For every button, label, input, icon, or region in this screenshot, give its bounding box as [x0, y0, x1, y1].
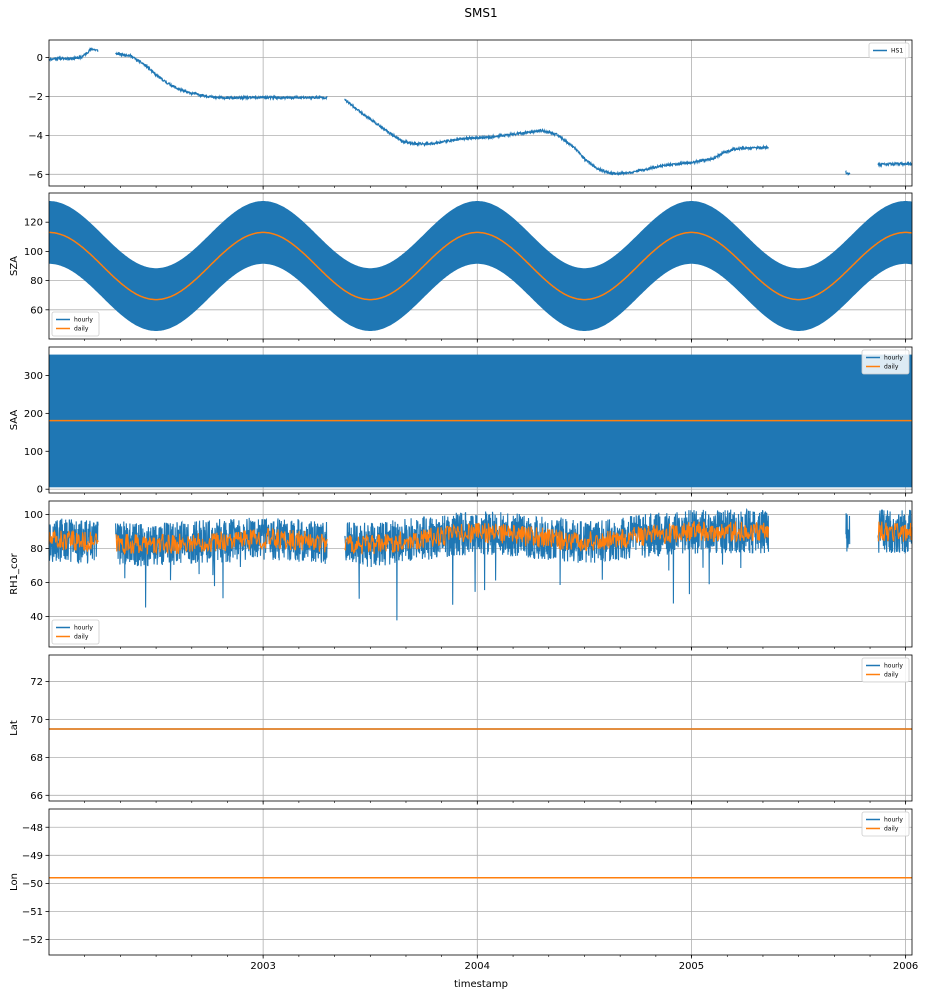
axes-frame	[48, 500, 913, 648]
legend-box	[51, 619, 100, 645]
y-tick-label: 68	[30, 753, 43, 764]
axes-frame	[48, 192, 913, 340]
y-tick-label: 72	[30, 677, 43, 688]
y-tick-label: 70	[30, 715, 43, 726]
y-tick-label: 100	[24, 247, 43, 258]
y-tick-label: 66	[30, 791, 43, 802]
y-tick-label: −49	[22, 851, 43, 862]
series-band-hourly	[49, 201, 912, 331]
legend: hourly daily	[861, 657, 910, 683]
series-line-hourly	[48, 508, 913, 621]
x-tick-label: 2005	[679, 961, 704, 972]
y-tick-label: 120	[24, 218, 43, 229]
legend: hourly daily	[51, 619, 100, 645]
legend: hourly daily	[861, 349, 910, 375]
legend-label-hourly: hourly	[884, 355, 903, 362]
legend: hourly daily	[861, 811, 910, 837]
y-axis-label: Lat	[9, 720, 20, 736]
legend-label-hourly: hourly	[884, 817, 903, 824]
y-tick-label: −48	[22, 823, 43, 834]
y-tick-label: −6	[28, 170, 43, 181]
legend: HS1	[868, 42, 910, 59]
subplot-6: −48 −49 −50 −51 −52 2003 2004 2005 2006 Lon hourly…	[9, 808, 918, 972]
legend-label-hourly: hourly	[884, 663, 903, 670]
series-line-daily	[49, 231, 913, 301]
subplots: 0 −2 −4 −6 HS1 60 80 100 120 SZA hourly daily 0 100 20…	[9, 39, 918, 972]
y-tick-label: 200	[24, 409, 43, 420]
legend-box	[861, 811, 910, 837]
y-tick-label: −2	[28, 92, 43, 103]
legend-label-daily: daily	[884, 826, 899, 833]
legend-label-daily: daily	[884, 672, 899, 679]
subplot-3: 0 100 200 300 SAA hourly daily	[9, 346, 913, 497]
axes-frame	[48, 808, 913, 956]
legend-label-daily: daily	[74, 326, 89, 333]
y-tick-label: 60	[30, 578, 43, 589]
y-tick-label: −51	[22, 907, 43, 918]
axes-frame	[48, 654, 913, 802]
y-axis-label: SZA	[9, 256, 20, 276]
y-axis-label: RH1_cor	[9, 552, 20, 594]
subplot-5: 66 68 70 72 Lat hourly daily	[9, 654, 913, 805]
subplot-2: 60 80 100 120 SZA hourly daily	[9, 192, 913, 343]
figure-title: SMS1	[464, 6, 497, 20]
legend-box	[861, 349, 910, 375]
axes-frame	[48, 346, 913, 494]
y-tick-label: 80	[30, 276, 43, 287]
legend-label-hourly: hourly	[74, 625, 93, 632]
y-tick-label: −50	[22, 879, 43, 890]
legend-label-daily: daily	[884, 364, 899, 371]
legend-box	[861, 657, 910, 683]
y-tick-label: 40	[30, 612, 43, 623]
y-axis-label: SAA	[9, 410, 20, 431]
y-tick-label: 60	[30, 305, 43, 316]
y-tick-label: 100	[24, 510, 43, 521]
axes-frame	[48, 39, 913, 187]
x-tick-label: 2003	[250, 961, 275, 972]
y-tick-label: 100	[24, 447, 43, 458]
y-axis-label: Lon	[9, 873, 20, 891]
series-line-hs1	[48, 46, 913, 177]
legend-label-daily: daily	[74, 634, 89, 641]
x-tick-label: 2004	[465, 961, 490, 972]
x-axis-label: timestamp	[454, 979, 508, 990]
y-tick-label: 300	[24, 371, 43, 382]
y-tick-label: 80	[30, 544, 43, 555]
subplot-1: 0 −2 −4 −6 HS1	[28, 39, 913, 190]
legend: hourly daily	[51, 311, 100, 337]
legend-box	[868, 42, 910, 59]
y-tick-label: −4	[28, 131, 43, 142]
legend-label-hourly: hourly	[74, 317, 93, 324]
series-line-daily	[48, 521, 913, 556]
legend-box	[51, 311, 100, 337]
x-tick-label: 2006	[893, 961, 918, 972]
y-tick-label: 0	[37, 485, 43, 496]
y-tick-label: 0	[37, 53, 43, 64]
legend-label-HS1: HS1	[891, 48, 903, 55]
y-tick-label: −52	[22, 935, 43, 946]
